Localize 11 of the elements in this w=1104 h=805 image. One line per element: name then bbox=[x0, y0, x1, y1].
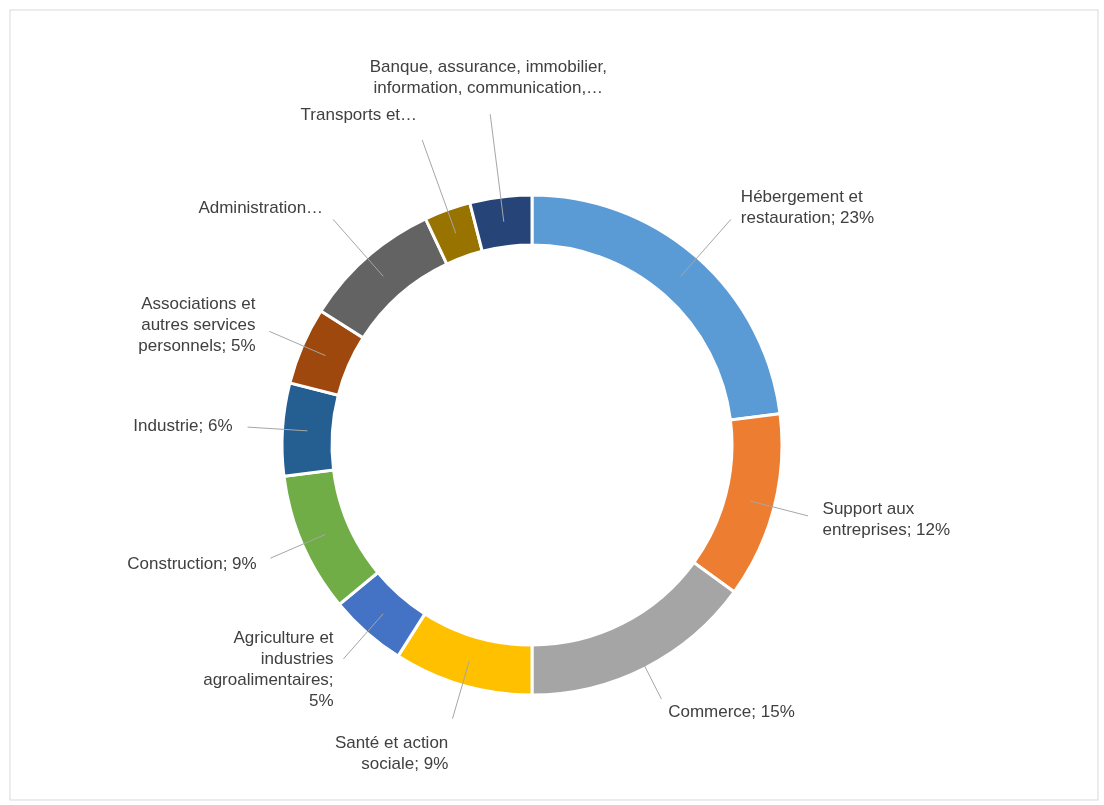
slice-label: Support aux entreprises; 12% bbox=[822, 498, 951, 539]
slice-label: Transports et… bbox=[300, 104, 418, 124]
slice-label: Commerce; 15% bbox=[668, 701, 795, 721]
slice-label: Banque, assurance, immobilier, information, communication,… bbox=[369, 57, 607, 98]
slice-label: Administration… bbox=[198, 197, 324, 217]
slice-label: Construction; 9% bbox=[127, 553, 257, 573]
slice-label: Agriculture et industries agroalimentaires; 5% bbox=[203, 628, 334, 711]
slice-label: Industrie; 6% bbox=[133, 415, 233, 435]
slice-label: Associations et autres services personnels; 5% bbox=[138, 293, 256, 355]
slice-label: Hébergement et restauration; 23% bbox=[740, 187, 875, 228]
slice-label: Santé et action sociale; 9% bbox=[334, 733, 449, 774]
